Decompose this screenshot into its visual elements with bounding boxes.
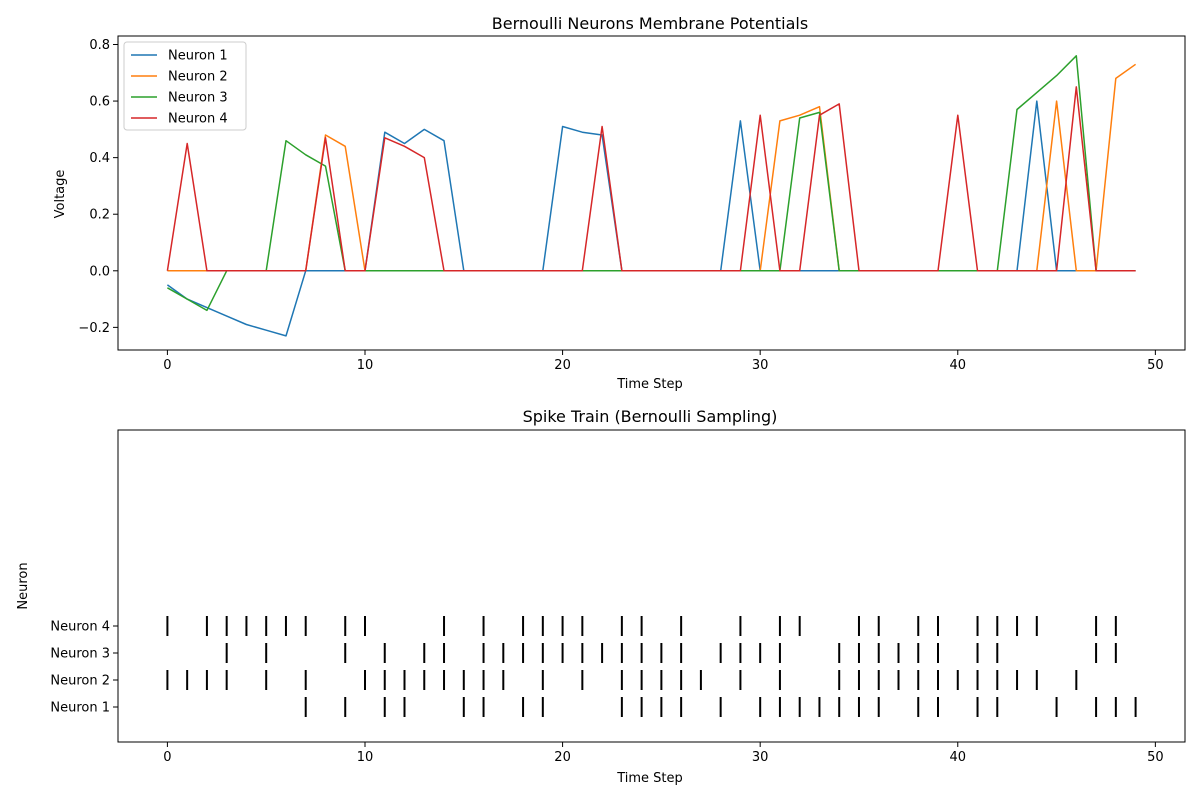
chart2-spikes [166,616,1137,717]
chart1-xtick-label: 20 [554,358,571,373]
chart2-xtick-label: 0 [163,750,171,765]
chart1-legend: Neuron 1 Neuron 2 Neuron 3 Neuron 4 [123,41,247,131]
chart1-ticks: 0 10 20 30 40 50 −0.2 0.0 0.2 0.4 0.6 0.8 [78,38,1163,373]
series-line-4 [166,86,1136,272]
legend-label-4: Neuron 4 [168,112,228,127]
chart2-row-label: Neuron 4 [50,620,110,635]
chart2-xlabel: Time Step [616,771,683,786]
chart1-xtick-label: 50 [1147,358,1164,373]
chart1-ytick-label: 0.0 [89,264,110,279]
chart2-row-label: Neuron 2 [50,674,110,689]
chart1-ytick-label: 0.4 [89,151,110,166]
legend-label-2: Neuron 2 [168,70,228,85]
chart2-ylabel: Neuron [16,562,31,609]
chart1-ytick-label: 0.8 [89,38,110,53]
chart1-title: Bernoulli Neurons Membrane Potentials [492,14,808,33]
chart2-frame [117,429,1186,743]
chart1-frame [117,35,1186,351]
chart2-xtick-label: 30 [752,750,769,765]
chart2-xtick-label: 40 [949,750,966,765]
chart1-xtick-label: 30 [752,358,769,373]
chart1-ytick-label: 0.2 [89,208,110,223]
chart2-row-label: Neuron 1 [50,701,110,716]
chart1-xtick-label: 40 [949,358,966,373]
legend-label-3: Neuron 3 [168,91,228,106]
chart1-ytick-label: 0.6 [89,95,110,110]
chart2-ticks: 0 10 20 30 40 50 Neuron 1 Neuron 2 Neuron 3 Neuro… [50,620,1163,766]
legend-box [123,41,247,131]
chart2-title: Spike Train (Bernoulli Sampling) [523,407,778,426]
chart2-row-label: Neuron 3 [50,647,110,662]
chart1-lines [166,55,1137,337]
membrane-potential-chart: Bernoulli Neurons Membrane Potentials Ti… [53,14,1186,392]
chart1-ytick-label: −0.2 [78,321,110,336]
chart1-xtick-label: 0 [163,358,171,373]
chart1-ylabel: Voltage [53,170,68,219]
chart2-xtick-label: 50 [1147,750,1164,765]
chart2-xtick-label: 10 [357,750,374,765]
spike-train-chart: Spike Train (Bernoulli Sampling) Time St… [16,407,1186,786]
legend-label-1: Neuron 1 [168,49,228,64]
chart1-xlabel: Time Step [616,377,683,392]
chart2-xtick-label: 20 [554,750,571,765]
chart1-xtick-label: 10 [357,358,374,373]
